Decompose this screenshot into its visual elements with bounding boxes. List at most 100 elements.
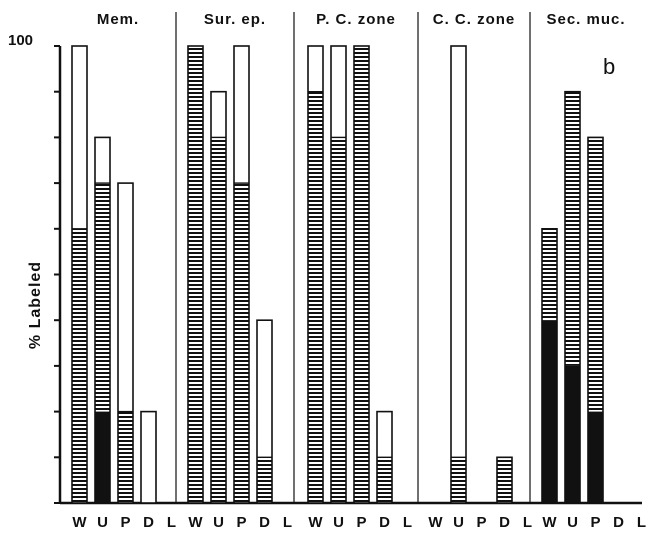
bar-outline (233, 45, 250, 504)
bar (541, 228, 558, 504)
bar-outline (587, 136, 604, 504)
x-category-label: P (476, 514, 486, 531)
bar-segment-white (308, 46, 323, 92)
x-category-label: L (283, 514, 292, 531)
panel-title: P. C. zone (316, 11, 396, 28)
bar-segment-white (141, 411, 156, 503)
bar (140, 410, 157, 504)
bar-segment-white (377, 411, 392, 458)
bar-segment-striped (308, 91, 323, 503)
x-category-label: D (613, 514, 624, 531)
x-category-label: D (259, 514, 270, 531)
bar-outline (330, 45, 347, 504)
bar (353, 45, 370, 504)
x-category-label: P (356, 514, 366, 531)
bar (117, 182, 134, 504)
bars-layer (71, 45, 604, 504)
bar-segment-striped (542, 228, 557, 321)
x-category-label: D (499, 514, 510, 531)
bar-outline (210, 90, 227, 504)
panel-title: Sec. muc. (546, 11, 625, 28)
bar (496, 456, 513, 504)
x-category-label: L (523, 514, 532, 531)
bar (307, 45, 324, 504)
bar-outline (541, 228, 558, 504)
bar (71, 45, 88, 504)
x-category-label: W (188, 514, 203, 531)
bar-segment-black (588, 411, 603, 503)
bar-segment-striped (72, 228, 87, 504)
bar-outline (117, 182, 134, 504)
bar (210, 90, 227, 504)
x-category-label: U (567, 514, 578, 531)
x-category-label: W (72, 514, 87, 531)
bar-segment-striped (451, 457, 466, 503)
x-category-label: P (236, 514, 246, 531)
bar (564, 90, 581, 504)
bar (187, 45, 204, 504)
bar-segment-striped (565, 91, 580, 366)
bar-outline (564, 90, 581, 504)
bar-segment-striped (354, 46, 369, 503)
bar-segment-white (211, 91, 226, 138)
x-category-label: D (143, 514, 154, 531)
bar-segment-white (118, 183, 133, 412)
bar-segment-black (565, 365, 580, 503)
bar-segment-striped (257, 457, 272, 503)
x-category-label: L (167, 514, 176, 531)
bar-segment-striped (331, 137, 346, 503)
bar-segment-white (72, 46, 87, 229)
bar (256, 319, 273, 504)
x-category-label: U (97, 514, 108, 531)
bar-outline (496, 456, 513, 504)
bar-outline (307, 45, 324, 504)
bar-outline (256, 319, 273, 504)
bar-segment-black (95, 411, 110, 503)
bar-segment-striped (211, 137, 226, 503)
bar-segment-white (451, 46, 466, 458)
bar-segment-white (331, 46, 346, 138)
bar-outline (353, 45, 370, 504)
x-category-label: D (379, 514, 390, 531)
bar (450, 45, 467, 504)
bar-outline (187, 45, 204, 504)
panel-letter-label: b (603, 54, 615, 79)
bar (94, 136, 111, 504)
bar-segment-striped (234, 183, 249, 503)
x-category-label: W (428, 514, 443, 531)
bar (587, 136, 604, 504)
y-tick-label: 100 (8, 32, 33, 49)
bar-segment-black (542, 320, 557, 503)
bar-outline (140, 410, 157, 504)
panel-title: C. C. zone (433, 11, 516, 28)
x-category-label: U (213, 514, 224, 531)
y-axis-label: % Labeled (27, 261, 44, 349)
bar-segment-white (234, 46, 249, 184)
bar-segment-striped (118, 411, 133, 503)
bar (376, 410, 393, 504)
bar-segment-white (95, 137, 110, 184)
x-category-label: L (403, 514, 412, 531)
bar-outline (450, 45, 467, 504)
x-category-label: U (333, 514, 344, 531)
bar-segment-white (257, 320, 272, 458)
bar (233, 45, 250, 504)
x-category-label: P (120, 514, 130, 531)
x-category-label: L (637, 514, 646, 531)
bar-segment-striped (497, 457, 512, 503)
x-category-label: P (590, 514, 600, 531)
panel-title: Sur. ep. (204, 11, 266, 28)
x-category-label: W (542, 514, 557, 531)
x-category-label: U (453, 514, 464, 531)
bar-segment-striped (95, 183, 110, 412)
bar-segment-striped (188, 46, 203, 503)
x-category-label: W (308, 514, 323, 531)
bar-segment-striped (588, 137, 603, 412)
bar-outline (71, 45, 88, 504)
bar-outline (94, 136, 111, 504)
panel-title: Mem. (97, 11, 139, 28)
bar (330, 45, 347, 504)
bar-segment-striped (377, 457, 392, 503)
